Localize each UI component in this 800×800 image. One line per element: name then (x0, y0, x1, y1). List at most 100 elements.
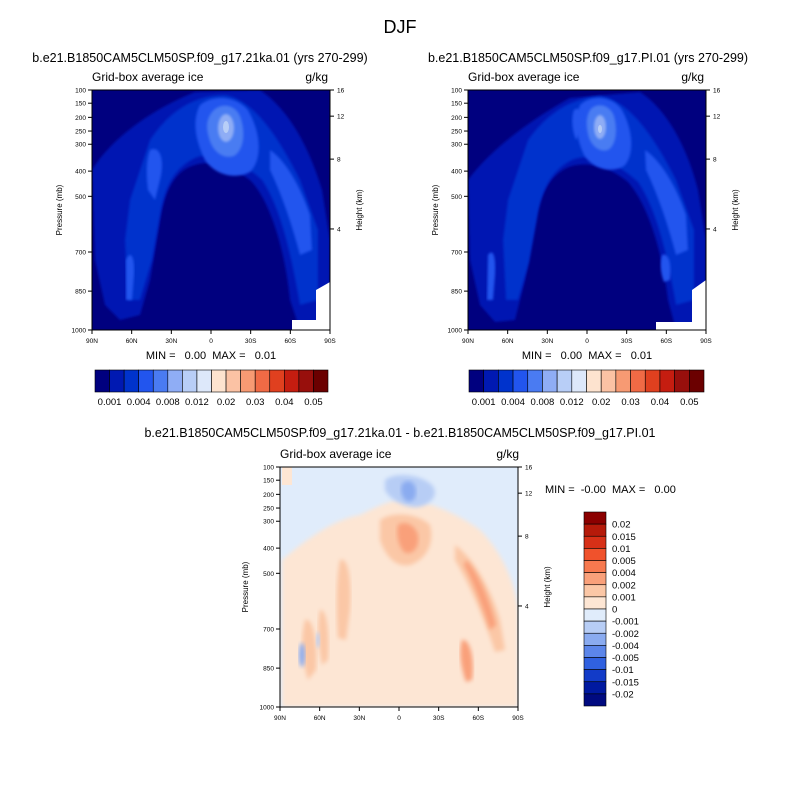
colorbar-box (225, 369, 241, 393)
colorbar-box (583, 681, 607, 695)
colorbar-box (583, 669, 607, 683)
pressure-tick-label: 400 (451, 169, 462, 176)
height-tick-label: 4 (713, 226, 717, 233)
pressure-tick-label: 700 (451, 250, 462, 257)
latitude-tick-label: 90S (512, 715, 524, 722)
pressure-axis: 100 150 200 250 300 400 500 700 850 1000 (448, 88, 468, 335)
colorbar-box (583, 535, 607, 549)
latitude-tick-label: 90S (324, 338, 336, 345)
colorbar-label: -0.01 (612, 665, 634, 676)
pressure-tick-label: 250 (263, 506, 274, 513)
pressure-tick-label: 400 (263, 546, 274, 553)
colorbar-box (586, 369, 602, 393)
latitude-axis: 90N 60N 30N 0 30S 60S 90S (462, 330, 712, 345)
colorbar-box (583, 511, 607, 525)
latitude-tick-label: 60S (473, 715, 485, 722)
latitude-tick-label: 30N (353, 715, 365, 722)
colorbar-box (583, 632, 607, 646)
colorbar-box (527, 369, 543, 393)
min-max-stats: MIN = -0.00 MAX = 0.00 (545, 484, 676, 496)
colorbar-label: 0.02 (612, 520, 631, 531)
latitude-tick-label: 30S (621, 338, 633, 345)
pressure-tick-label: 1000 (448, 328, 463, 335)
latitude-tick-label: 0 (397, 715, 401, 722)
colorbar-box (269, 369, 285, 393)
colorbar-box (583, 620, 607, 634)
colorbar-label: 0.001 (98, 397, 122, 408)
height-tick-label: 16 (713, 88, 721, 95)
pressure-tick-label: 850 (263, 666, 274, 673)
colorbar-label: 0.012 (185, 397, 209, 408)
colorbar-label: 0.015 (612, 532, 636, 543)
pressure-tick-label: 500 (263, 571, 274, 578)
pressure-tick-label: 400 (75, 169, 86, 176)
colorbar-box (630, 369, 646, 393)
pressure-tick-label: 100 (75, 88, 86, 95)
height-axis: 16 12 8 4 (706, 88, 721, 233)
colorbar-label: 0.05 (304, 397, 323, 408)
height-tick-label: 12 (525, 491, 533, 498)
pressure-tick-label: 200 (263, 492, 274, 499)
latitude-tick-label: 90N (274, 715, 286, 722)
height-tick-label: 12 (337, 114, 345, 121)
colorbar-label: 0.03 (621, 397, 640, 408)
height-tick-label: 8 (337, 157, 341, 164)
min-max-stats: MIN = 0.00 MAX = 0.01 (522, 350, 652, 362)
colorbar-label: 0.004 (501, 397, 525, 408)
colorbar-box (674, 369, 690, 393)
colorbar-box (468, 369, 484, 393)
colorbar-box (600, 369, 617, 393)
colorbar: 0.001 0.004 0.008 0.012 0.02 0.03 0.04 0.05 (468, 369, 705, 408)
latitude-tick-label: 90N (462, 338, 474, 345)
latitude-tick-label: 60S (661, 338, 673, 345)
latitude-tick-label: 30S (433, 715, 445, 722)
height-tick-label: 4 (525, 603, 529, 610)
height-tick-label: 12 (713, 114, 721, 121)
pressure-tick-label: 500 (451, 194, 462, 201)
pressure-tick-label: 250 (451, 129, 462, 136)
colorbar-box (583, 548, 607, 561)
colorbar-box (644, 369, 661, 393)
colorbar-label: -0.02 (612, 689, 634, 700)
latitude-tick-label: 30N (541, 338, 553, 345)
contour-field (468, 90, 706, 330)
colorbar-box (583, 645, 607, 658)
contour-field (92, 90, 330, 330)
colorbar-box (152, 369, 169, 393)
colorbar-box (583, 560, 607, 573)
colorbar-box (196, 369, 212, 393)
panel-left-label: Grid-box average ice (468, 70, 580, 84)
pressure-tick-label: 1000 (260, 705, 275, 712)
panel-21ka: b.e21.B1850CAM5CLM50SP.f09_g17.21ka.01 (… (32, 51, 367, 408)
colorbar-label: 0.004 (127, 397, 151, 408)
pressure-tick-label: 100 (451, 88, 462, 95)
panel-title: b.e21.B1850CAM5CLM50SP.f09_g17.21ka.01 (… (32, 51, 367, 65)
y-axis-label: Pressure (mb) (431, 184, 440, 235)
panel-left-label: Grid-box average ice (280, 447, 392, 461)
latitude-tick-label: 60N (126, 338, 138, 345)
colorbar-label: 0.002 (612, 580, 636, 591)
panel-right-label: g/kg (305, 70, 328, 84)
colorbar-label: 0.05 (680, 397, 699, 408)
y-axis-label: Pressure (mb) (55, 184, 64, 235)
height-tick-label: 8 (525, 534, 529, 541)
colorbar-box (689, 369, 705, 393)
colorbar-label: -0.002 (612, 629, 639, 640)
pressure-tick-label: 200 (451, 115, 462, 122)
colorbar-label: 0.02 (217, 397, 236, 408)
pressure-tick-label: 150 (75, 101, 86, 108)
colorbar-box (571, 369, 587, 393)
colorbar-box (556, 369, 573, 393)
colorbar-label: 0.008 (531, 397, 555, 408)
colorbar-box (211, 369, 227, 393)
pressure-tick-label: 100 (263, 465, 274, 472)
figure-title: DJF (384, 17, 417, 37)
colorbar-box (254, 369, 271, 393)
colorbar-box (583, 584, 607, 598)
colorbar-label: -0.001 (612, 617, 639, 628)
y-axis-right-label: Height (km) (543, 566, 552, 608)
colorbar-box (583, 572, 607, 586)
panel-right-label: g/kg (496, 447, 519, 461)
